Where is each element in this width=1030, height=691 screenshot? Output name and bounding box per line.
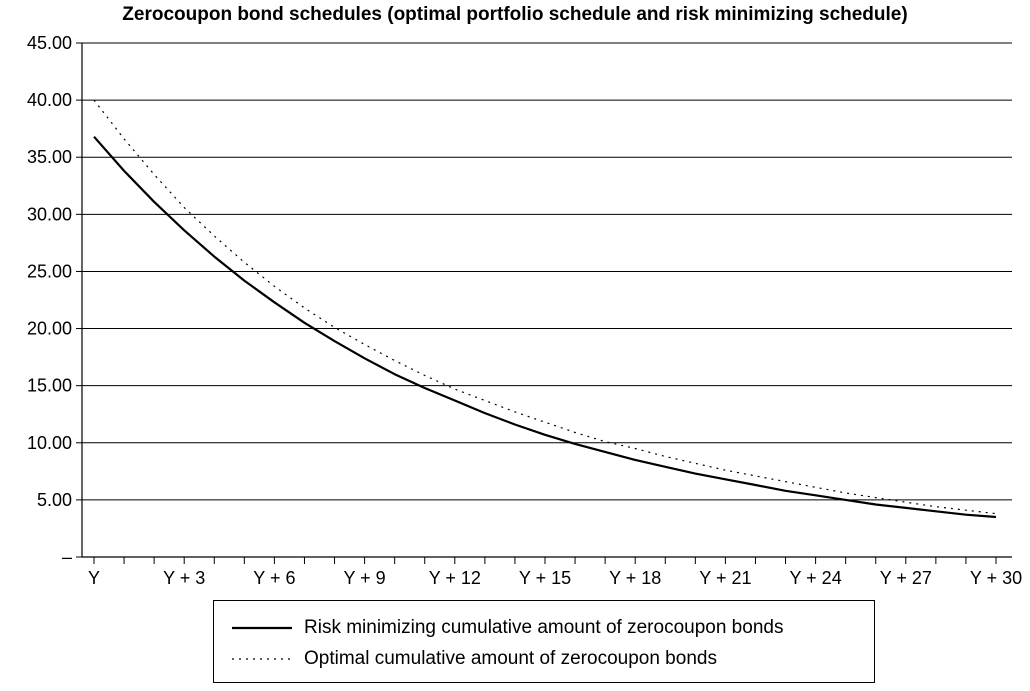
- y-tick-label: 20.00: [27, 319, 72, 339]
- x-tick-label: Y + 24: [789, 568, 841, 588]
- chart-plot: – 5.00 10.00 15.00 20.00 25.00 30.00 35.00 40.00…: [27, 33, 1022, 588]
- axes: [76, 42, 1012, 564]
- legend-item-risk-minimizing: Risk minimizing cumulative amount of zer…: [232, 614, 783, 642]
- y-tick-label: 35.00: [27, 147, 72, 167]
- x-tick-label: Y + 27: [880, 568, 932, 588]
- y-tick-label: 45.00: [27, 33, 72, 53]
- series-lines: [93, 99, 997, 519]
- y-tick-label: 15.00: [27, 376, 72, 396]
- legend-label-optimal: Optimal cumulative amount of zerocoupon …: [304, 648, 717, 669]
- y-tick-label: 25.00: [27, 261, 72, 281]
- x-tick-label: Y + 12: [429, 568, 481, 588]
- x-tick-label: Y + 3: [163, 568, 205, 588]
- chart-title: Zerocoupon bond schedules (optimal portf…: [122, 4, 908, 25]
- x-tick-label: Y + 18: [609, 568, 661, 588]
- legend-solid-line-icon: [232, 626, 292, 630]
- x-tick-label: Y + 21: [699, 568, 751, 588]
- x-tick-label: Y + 6: [253, 568, 295, 588]
- y-tick-label: 30.00: [27, 204, 72, 224]
- grid-lines: [82, 42, 1012, 501]
- y-tick-labels: – 5.00 10.00 15.00 20.00 25.00 30.00 35.00 40.00…: [27, 33, 72, 567]
- x-tick-label: Y + 15: [519, 568, 571, 588]
- legend: Risk minimizing cumulative amount of zer…: [213, 600, 875, 683]
- y-tick-label: 5.00: [37, 490, 72, 510]
- x-tick-label: Y: [88, 568, 100, 588]
- x-tick-label: Y + 9: [343, 568, 385, 588]
- legend-item-optimal: Optimal cumulative amount of zerocoupon …: [232, 645, 717, 673]
- y-tick-label: 40.00: [27, 90, 72, 110]
- series-line-risk-minimizing: [93, 135, 997, 519]
- y-tick-label: –: [62, 547, 72, 567]
- series-line-optimal: [93, 99, 997, 515]
- x-tick-label: Y + 30: [970, 568, 1022, 588]
- legend-dotted-line-icon: [232, 658, 292, 660]
- y-tick-label: 10.00: [27, 433, 72, 453]
- legend-label-risk-minimizing: Risk minimizing cumulative amount of zer…: [304, 617, 784, 638]
- x-tick-labels: Y Y + 3 Y + 6 Y + 9 Y + 12 Y + 15 Y + 18 Y + 21…: [88, 568, 1022, 588]
